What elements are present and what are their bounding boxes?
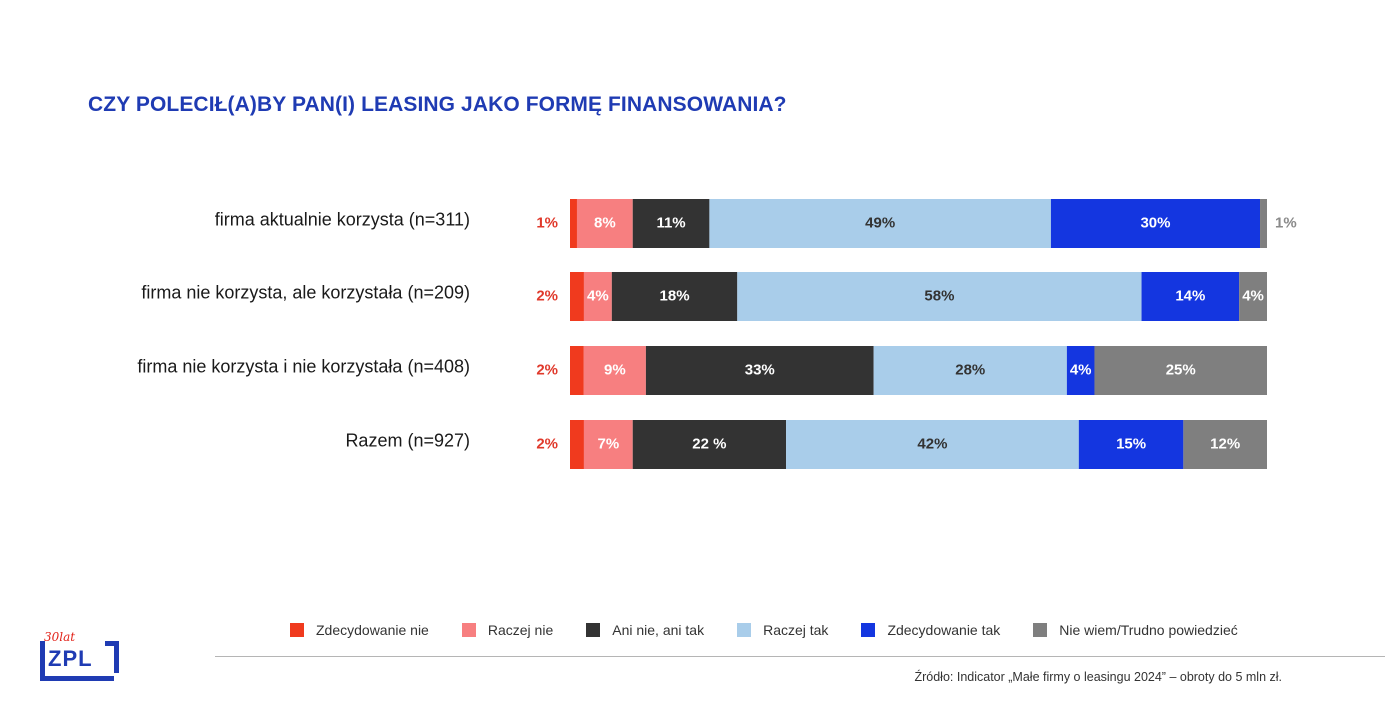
data-label: 8% <box>594 214 616 231</box>
legend-item: Ani nie, ani tak <box>586 622 704 638</box>
legend-swatch <box>461 623 476 637</box>
data-label: 49% <box>865 214 895 231</box>
category-label: firma aktualnie korzysta (n=311) <box>215 209 470 229</box>
legend-label: Nie wiem/Trudno powiedzieć <box>1059 622 1238 638</box>
data-label: 12% <box>1210 435 1240 452</box>
data-label: 2% <box>536 361 558 378</box>
category-label: Razem (n=927) <box>345 430 470 450</box>
source-note: Źródło: Indicator „Małe firmy o leasingu… <box>914 670 1282 684</box>
bar-segment <box>737 272 1142 321</box>
logo-text: ZPL <box>48 646 93 671</box>
data-label: 42% <box>917 435 947 452</box>
bar-segment <box>1183 420 1267 469</box>
bar-segment <box>632 199 710 248</box>
legend-swatch <box>1033 623 1048 637</box>
bar-segment <box>1094 346 1267 395</box>
data-label: 2% <box>536 435 558 452</box>
data-label: 18% <box>660 287 690 304</box>
data-label: 25% <box>1166 361 1196 378</box>
data-label: 4% <box>1070 361 1092 378</box>
legend-swatch <box>737 623 752 637</box>
bar-segment <box>570 272 584 321</box>
bar-segment <box>709 199 1051 248</box>
data-label: 14% <box>1175 287 1205 304</box>
legend-label: Zdecydowanie nie <box>316 622 429 638</box>
bar-segment <box>1050 199 1261 248</box>
data-label: 15% <box>1116 435 1146 452</box>
bar-segment <box>1066 346 1095 395</box>
bar-segment <box>1239 272 1267 321</box>
category-label: firma nie korzysta, ale korzystała (n=20… <box>141 282 470 302</box>
data-label: 7% <box>597 435 619 452</box>
legend-item: Raczej nie <box>461 622 554 638</box>
bar-segment <box>611 272 738 321</box>
legend-label: Raczej nie <box>487 622 554 638</box>
bar-segment <box>570 420 584 469</box>
data-label: 58% <box>924 287 954 304</box>
bar-segment <box>570 199 577 248</box>
legend-label: Raczej tak <box>763 622 829 638</box>
legend-item: Nie wiem/Trudno powiedzieć <box>1033 622 1238 638</box>
data-label: 11% <box>656 214 685 231</box>
bar-segment <box>1141 272 1240 321</box>
data-label: 33% <box>745 361 775 378</box>
category-label: firma nie korzysta i nie korzystała (n=4… <box>137 356 470 376</box>
legend-item: Zdecydowanie nie <box>290 622 429 638</box>
logo-frame <box>40 641 119 681</box>
bar-segment <box>570 346 584 395</box>
bar-segment <box>583 272 612 321</box>
legend-item: Zdecydowanie tak <box>861 622 1000 638</box>
data-label: 1% <box>1275 214 1297 231</box>
chart-title: CZY POLECIŁ(A)BY PAN(I) LEASING JAKO FOR… <box>88 93 787 116</box>
legend-item: Raczej tak <box>737 622 828 638</box>
data-label: 22 % <box>692 435 726 452</box>
data-label: 4% <box>1242 287 1264 304</box>
data-label: 9% <box>604 361 626 378</box>
data-label: 2% <box>536 287 558 304</box>
data-label: 28% <box>955 361 985 378</box>
legend-swatch <box>586 623 601 637</box>
bar-segment <box>786 420 1079 469</box>
legend-swatch <box>290 623 304 637</box>
bar-segment <box>632 420 787 469</box>
data-label: 1% <box>536 214 558 231</box>
bar-segment <box>1260 199 1267 248</box>
bar-segment <box>583 420 633 469</box>
legend-swatch <box>861 623 876 637</box>
legend: Zdecydowanie nie Raczej nie Ani nie, ani t… <box>290 622 1238 638</box>
data-label: 30% <box>1140 214 1170 231</box>
bar-segment <box>645 346 874 395</box>
data-label: 4% <box>587 287 609 304</box>
zpl-logo: 30lat ZPL <box>40 630 120 686</box>
bar-segment <box>576 199 633 248</box>
stacked-bar-chart: firma aktualnie korzysta (n=311) 1% 8% 11% 4… <box>137 199 1297 469</box>
logo-30-years: 30lat <box>44 630 76 644</box>
legend-label: Zdecydowanie tak <box>887 622 1001 638</box>
divider <box>215 656 1385 657</box>
legend-label: Ani nie, ani tak <box>612 622 705 638</box>
bar-segment <box>1078 420 1184 469</box>
bar-segment <box>583 346 646 395</box>
bar-segment <box>873 346 1067 395</box>
